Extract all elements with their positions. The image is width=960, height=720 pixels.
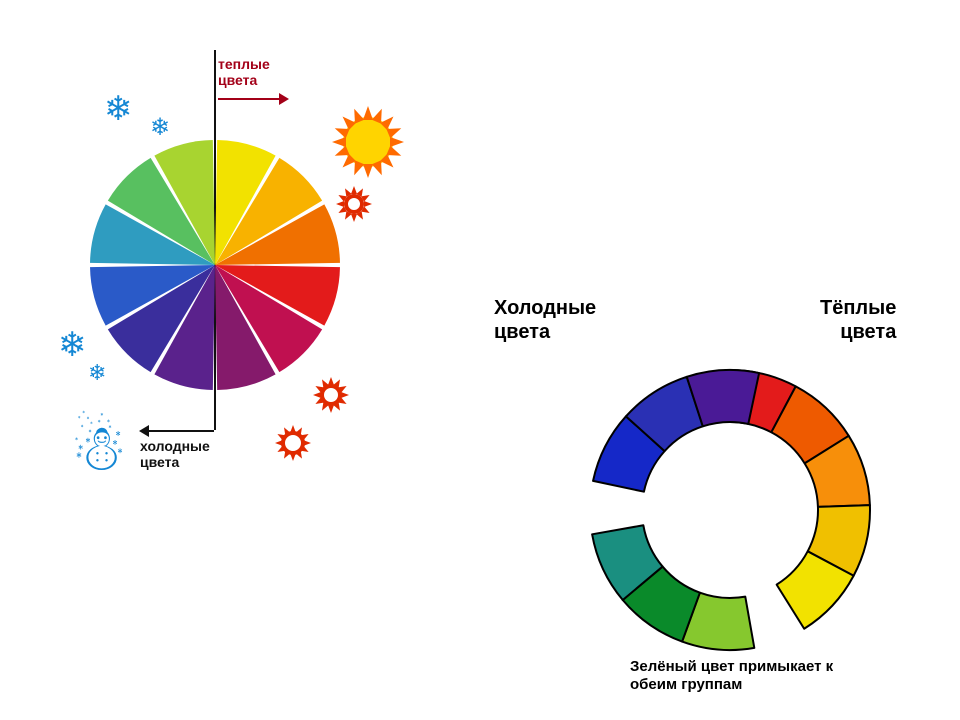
small-sun-icon	[316, 380, 346, 410]
snowflake-icon: ❄	[58, 328, 87, 362]
cold-colors-title: Холодные цвета	[494, 296, 596, 344]
sun-icon	[338, 112, 398, 172]
snowflake-icon: ❄	[104, 92, 133, 126]
cold-label: холодные цвета	[140, 438, 210, 470]
warm-cold-color-wheel-figure: теплые цвета ❄ ❄ ❄ ❄ ☃ холодные цвета	[40, 50, 440, 500]
green-caption: Зелёный цвет примыкает к обеим группам	[630, 658, 833, 694]
snowflake-icon: ❄	[150, 116, 170, 140]
warm-colors-title: Тёплые цвета	[820, 296, 896, 344]
small-sun-icon	[340, 190, 368, 218]
arrow-cold-icon	[148, 430, 214, 432]
snowman-icon: ☃	[70, 416, 127, 480]
small-sun-icon	[276, 426, 310, 460]
snowflake-icon: ❄	[88, 362, 106, 384]
color-ring	[580, 360, 880, 660]
warm-cool-ring-figure: Холодные цвета Тёплые цвета Зелёный цвет…	[500, 300, 940, 700]
